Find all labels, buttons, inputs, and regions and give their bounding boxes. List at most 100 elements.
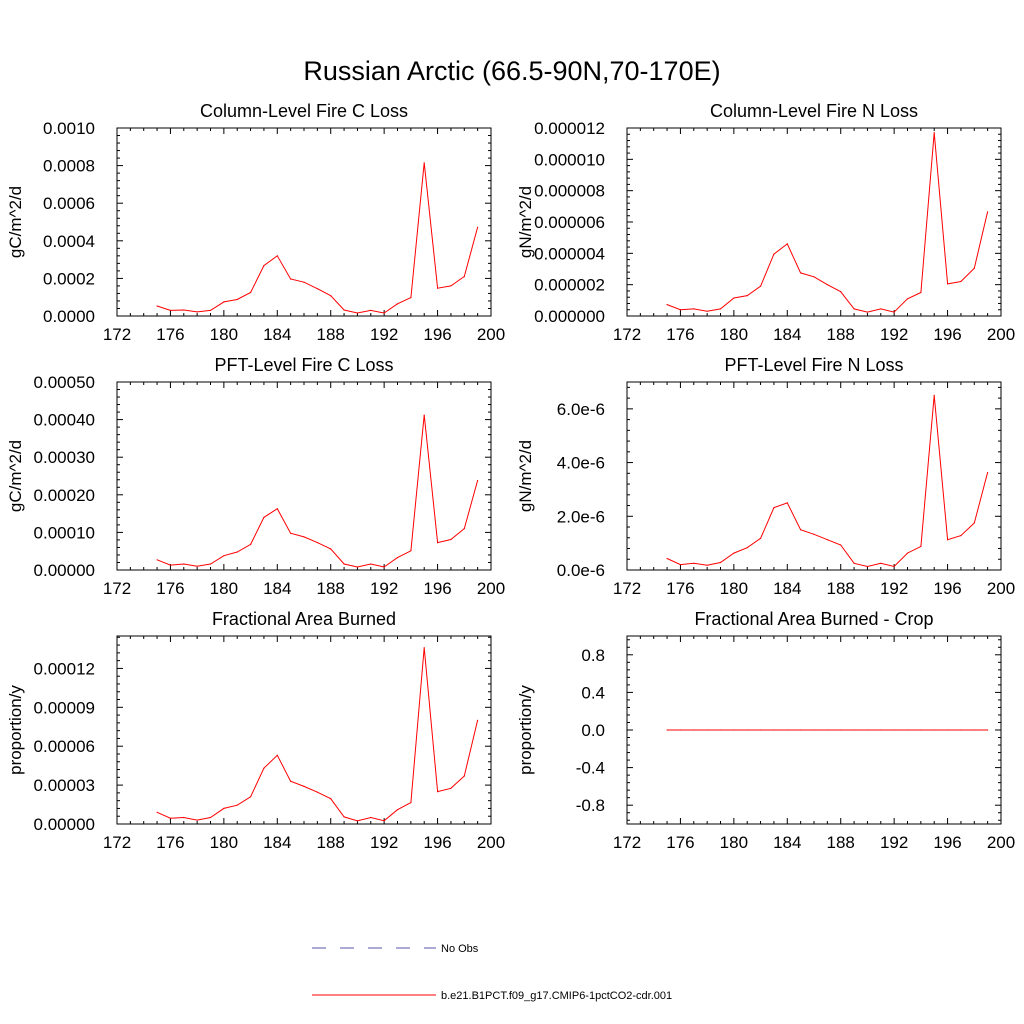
- data-point: [396, 303, 399, 305]
- x-tick-label: 180: [720, 833, 748, 852]
- chart-panel-1: Column-Level Fire C Loss gC/m^2/d 172 176 18…: [6, 101, 505, 344]
- data-point: [263, 516, 265, 519]
- y-tick-label: 0.00000: [34, 561, 95, 580]
- chart-panel-5: Fractional Area Burned proportion/y 172 176…: [6, 609, 505, 852]
- data-point: [933, 729, 935, 731]
- data-point: [987, 471, 989, 474]
- y-tick-label: 0.00003: [34, 776, 95, 795]
- data-point: [223, 555, 225, 557]
- y-axis-label: gN/m^2/d: [516, 186, 535, 258]
- data-point: [410, 802, 412, 804]
- data-point: [437, 791, 439, 793]
- data-point: [866, 729, 869, 731]
- data-point: [303, 785, 305, 788]
- data-point: [383, 820, 385, 822]
- data-point: [800, 272, 802, 274]
- data-point: [920, 291, 922, 294]
- y-tick-label: -0.4: [576, 759, 605, 778]
- x-tick-label: 188: [317, 579, 345, 598]
- data-point: [183, 563, 185, 565]
- data-point: [330, 295, 332, 297]
- data-point: [290, 532, 292, 534]
- y-tick-label: 0.00006: [34, 737, 95, 756]
- data-point: [276, 255, 278, 257]
- y-tick-label: 0.000012: [534, 119, 605, 138]
- data-point: [263, 767, 265, 769]
- data-point: [786, 502, 788, 504]
- series-line-1: [666, 395, 989, 568]
- data-point: [826, 729, 829, 731]
- y-tick-label: 4.0e-6: [557, 454, 605, 473]
- data-point: [290, 780, 292, 782]
- x-tick-label: 184: [773, 325, 801, 344]
- data-point: [973, 267, 975, 269]
- y-axis-label: proportion/y: [516, 685, 535, 775]
- y-tick-label: 0.00020: [34, 486, 95, 505]
- x-tick-label: 200: [987, 579, 1015, 598]
- data-point: [196, 819, 198, 821]
- data-point: [383, 312, 385, 314]
- y-tick-label: 2.0e-6: [557, 507, 605, 526]
- x-tick-label: 188: [317, 325, 345, 344]
- data-point: [813, 729, 815, 731]
- x-tick-label: 184: [773, 579, 801, 598]
- y-tick-label: 0.0006: [43, 194, 95, 213]
- data-point: [370, 563, 372, 565]
- plot-frame: [626, 127, 1002, 317]
- data-point: [826, 539, 829, 541]
- y-tick-label: 0.000010: [534, 150, 605, 169]
- data-point: [679, 729, 682, 731]
- data-point: [773, 729, 775, 731]
- y-axis-label: gN/m^2/d: [516, 440, 535, 512]
- y-tick-label: 0.00010: [34, 523, 95, 542]
- legend-label-no-obs: No Obs: [441, 943, 479, 955]
- data-point: [450, 787, 452, 789]
- data-point: [343, 309, 345, 311]
- x-tick-label: 196: [933, 579, 961, 598]
- y-tick-label: 0.000008: [534, 182, 605, 201]
- data-point: [840, 291, 842, 293]
- data-point: [866, 565, 869, 568]
- x-tick-label: 184: [263, 325, 291, 344]
- data-point: [450, 538, 452, 541]
- data-point: [746, 295, 748, 297]
- data-point: [746, 547, 748, 549]
- data-point: [410, 297, 412, 299]
- y-tick-label: 0.0000: [43, 307, 95, 326]
- data-point: [370, 309, 372, 311]
- panel-title: PFT-Level Fire N Loss: [724, 355, 903, 375]
- data-point: [250, 291, 252, 294]
- data-point: [880, 729, 882, 731]
- chart-panel-2: Column-Level Fire N Loss gN/m^2/d 172 176 18…: [516, 101, 1015, 344]
- y-tick-label: 0.00012: [34, 659, 95, 678]
- data-point: [773, 507, 775, 509]
- legend: No Obs b.e21.B1PCT.f09_g17.CMIP6-1pctCO2…: [312, 943, 672, 1002]
- data-point: [209, 563, 212, 565]
- y-tick-label: 0.0010: [43, 119, 95, 138]
- y-tick-label: -0.8: [576, 796, 605, 815]
- data-point: [316, 288, 318, 290]
- data-point: [169, 309, 171, 311]
- x-tick-label: 180: [210, 833, 238, 852]
- data-point: [706, 310, 708, 312]
- y-tick-label: 0.0008: [43, 157, 95, 176]
- data-point: [960, 535, 962, 537]
- data-point: [679, 564, 682, 566]
- data-point: [356, 820, 358, 822]
- data-point: [733, 552, 735, 554]
- x-tick-label: 180: [720, 579, 748, 598]
- data-point: [947, 729, 949, 731]
- data-point: [840, 729, 842, 731]
- y-axis-label: gC/m^2/d: [6, 186, 25, 258]
- x-tick-label: 200: [987, 833, 1015, 852]
- x-tick-label: 172: [103, 579, 131, 598]
- x-tick-label: 188: [827, 325, 855, 344]
- panel-title: Fractional Area Burned - Crop: [694, 609, 933, 629]
- y-tick-label: 0.0002: [43, 269, 95, 288]
- y-tick-label: 0.000002: [534, 276, 605, 295]
- data-point: [973, 729, 975, 731]
- data-point: [800, 729, 802, 731]
- data-point: [450, 285, 452, 287]
- x-tick-label: 192: [370, 325, 398, 344]
- data-point: [920, 545, 922, 548]
